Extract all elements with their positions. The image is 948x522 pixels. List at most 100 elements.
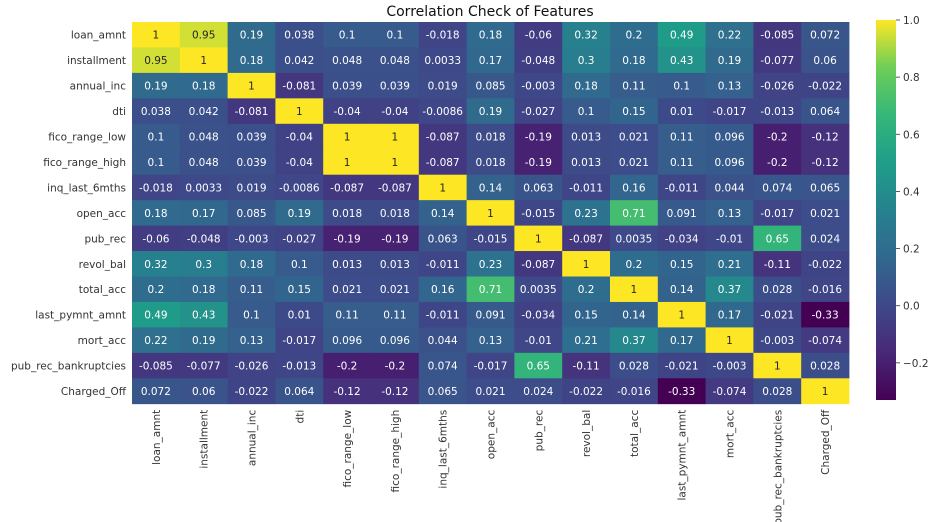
cell-value-label: 0.028 xyxy=(762,284,792,296)
heatmap-cell xyxy=(705,47,754,74)
x-tick-label: total_acc xyxy=(629,410,641,457)
colorbar-tick-label: 1.0 xyxy=(903,15,920,27)
cell-value-label: -0.087 xyxy=(521,259,555,271)
heatmap-cells xyxy=(132,22,850,405)
x-tick-labels: loan_amnt installment annual_inc dti fico_ra… xyxy=(151,409,832,522)
cell-value-label: 0.2 xyxy=(578,284,595,296)
cell-value-label: 0.11 xyxy=(622,81,645,93)
cell-value-label: 0.2 xyxy=(626,30,643,42)
cell-value-label: 0.028 xyxy=(810,361,840,373)
cell-value-label: -0.19 xyxy=(525,157,552,169)
heatmap-cell xyxy=(801,123,850,150)
y-tick-label: revol_bal xyxy=(79,259,126,271)
heatmap-cell xyxy=(323,98,372,125)
heatmap-cell xyxy=(275,123,324,150)
cell-value-label: 0.0035 xyxy=(520,284,557,296)
cell-value-label: 0.074 xyxy=(428,361,458,373)
cell-value-label: -0.087 xyxy=(330,182,364,194)
heatmap-cell xyxy=(657,123,706,150)
y-tick-label: inq_last_6mths xyxy=(47,182,126,194)
heatmap-cell xyxy=(132,149,181,176)
heatmap-cell xyxy=(610,123,659,150)
heatmap-cell xyxy=(801,276,850,303)
heatmap-cell xyxy=(466,251,515,277)
heatmap-cell xyxy=(227,149,276,176)
cell-value-label: 0.14 xyxy=(479,182,503,194)
cell-value-label: -0.11 xyxy=(764,259,791,271)
heatmap-cell xyxy=(323,327,372,354)
heatmap-cell xyxy=(371,22,420,48)
cell-value-label: 0.37 xyxy=(622,335,645,347)
cell-value-label: -0.018 xyxy=(426,30,460,42)
heatmap-cell xyxy=(179,123,228,150)
heatmap-cell xyxy=(371,72,420,99)
cell-value-label: 0.65 xyxy=(766,233,789,245)
cell-value-label: 0.039 xyxy=(236,157,266,169)
cell-value-label: 0.17 xyxy=(718,310,741,322)
cell-value-label: -0.003 xyxy=(760,335,794,347)
cell-value-label: 0.028 xyxy=(762,386,792,398)
cell-value-label: -0.026 xyxy=(235,361,269,373)
cell-value-label: -0.11 xyxy=(573,361,600,373)
heatmap-cell xyxy=(132,174,181,201)
cell-value-label: 0.021 xyxy=(380,284,410,296)
heatmap-cell xyxy=(514,22,563,48)
x-tick-label: last_pymnt_amnt xyxy=(677,410,689,501)
x-tick-label: dti xyxy=(294,410,306,424)
heatmap-cell xyxy=(753,200,802,226)
heatmap-cell xyxy=(179,352,228,379)
chart-title: Correlation Check of Features xyxy=(386,4,593,20)
heatmap-cell xyxy=(657,98,706,125)
cell-value-label: 0.3 xyxy=(195,259,212,271)
cell-value-label: 0.11 xyxy=(383,310,406,322)
cell-value-label: -0.022 xyxy=(808,81,842,93)
heatmap-cell xyxy=(323,276,372,303)
cell-value-label: 1 xyxy=(392,132,399,144)
cell-value-label: 0.32 xyxy=(574,30,597,42)
y-tick-label: installment xyxy=(67,55,126,67)
colorbar-ticks: −0.2 0.0 0.2 0.4 0.6 0.8 1.0 xyxy=(896,15,929,370)
colorbar xyxy=(876,20,896,400)
heatmap-cell xyxy=(801,98,850,125)
cell-value-label: 0.43 xyxy=(192,310,215,322)
heatmap-cell xyxy=(753,301,802,328)
heatmap-cell xyxy=(371,225,420,252)
heatmap-cell xyxy=(275,276,324,303)
heatmap-cell xyxy=(562,47,611,74)
cell-value-label: 0.22 xyxy=(718,30,741,42)
heatmap-cell xyxy=(705,301,754,328)
cell-value-label: -0.011 xyxy=(665,182,699,194)
x-tick-label: revol_bal xyxy=(581,410,593,457)
heatmap-cell xyxy=(179,47,228,74)
cell-value-label: 0.1 xyxy=(387,30,404,42)
heatmap-cell xyxy=(323,225,372,252)
heatmap-cell xyxy=(753,98,802,125)
cell-value-label: 0.18 xyxy=(240,259,263,271)
heatmap-cell xyxy=(466,174,515,201)
heatmap-cell xyxy=(514,174,563,201)
y-tick-label: pub_rec_bankruptcies xyxy=(11,361,126,373)
heatmap-cell xyxy=(323,352,372,379)
heatmap-cell xyxy=(275,301,324,328)
cell-value-label: 0.11 xyxy=(670,157,693,169)
cell-value-label: 1 xyxy=(678,310,685,322)
cell-value-label: 0.1 xyxy=(243,310,260,322)
x-tick-label: installment xyxy=(199,410,211,469)
cell-value-label: 0.17 xyxy=(670,335,693,347)
cell-value-label: 0.11 xyxy=(240,284,263,296)
cell-value-label: 0.15 xyxy=(622,106,645,118)
y-tick-label: fico_range_high xyxy=(43,157,126,169)
heatmap-cell xyxy=(801,22,850,48)
heatmap-cell xyxy=(275,251,324,277)
cell-value-label: 0.1 xyxy=(291,259,308,271)
colorbar-tick-label: 0.4 xyxy=(903,186,920,198)
cell-value-label: -0.33 xyxy=(668,386,695,398)
cell-value-label: 0.021 xyxy=(475,386,505,398)
heatmap-cell xyxy=(705,225,754,252)
heatmap-cell xyxy=(753,327,802,354)
cell-value-label: -0.016 xyxy=(808,284,842,296)
heatmap-cell xyxy=(323,301,372,328)
cell-value-label: 1 xyxy=(439,182,446,194)
heatmap-cell xyxy=(466,327,515,354)
